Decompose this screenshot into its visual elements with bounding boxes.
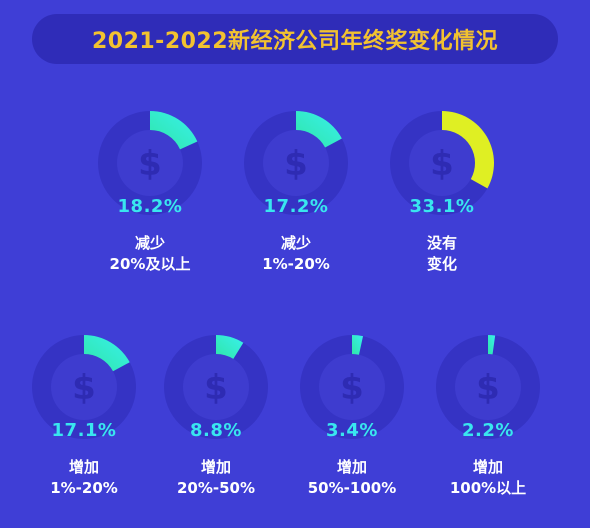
- donut-1: $: [98, 111, 202, 215]
- donut-segment: [150, 111, 198, 150]
- donut-category-label: 减少 1%-20%: [231, 233, 361, 275]
- donut-percent-label: 8.8%: [190, 420, 242, 441]
- donut-segment: [84, 335, 130, 372]
- donut-2: $: [244, 111, 348, 215]
- donut-segment: [216, 335, 244, 359]
- donut-category-label: 增加 50%-100%: [287, 457, 417, 499]
- donut-7: $: [436, 335, 540, 439]
- dollar-icon: $: [340, 368, 364, 408]
- dollar-icon: $: [138, 144, 162, 184]
- category-line-2: 1%-20%: [50, 479, 118, 497]
- category-line-2: 50%-100%: [307, 479, 397, 497]
- category-line-1: 增加: [336, 458, 367, 476]
- dollar-icon: $: [476, 368, 500, 408]
- dollar-icon: $: [72, 368, 96, 408]
- donut-percent-label: 18.2%: [117, 196, 183, 217]
- donut-category-label: 没有 变化: [377, 233, 507, 275]
- donut-hole: [183, 354, 249, 420]
- donut-category-label: 增加 100%以上: [423, 457, 553, 499]
- category-line-2: 100%以上: [449, 479, 527, 497]
- donut-4: $: [32, 335, 136, 439]
- category-line-1: 减少: [134, 234, 165, 252]
- category-line-1: 增加: [68, 458, 99, 476]
- category-line-1: 没有: [426, 234, 457, 252]
- donut-hole: [51, 354, 117, 420]
- donut-5: $: [164, 335, 268, 439]
- donut-hole: [409, 130, 475, 196]
- category-line-2: 20%及以上: [109, 255, 191, 273]
- donut-percent-label: 17.1%: [51, 420, 117, 441]
- donut-hole: [455, 354, 521, 420]
- category-line-2: 1%-20%: [262, 255, 330, 273]
- dollar-icon: $: [284, 144, 308, 184]
- donut-percent-label: 3.4%: [326, 420, 378, 441]
- donut-segment: [296, 111, 342, 148]
- category-line-1: 减少: [280, 234, 311, 252]
- category-line-1: 增加: [200, 458, 231, 476]
- chart-title: 2021-2022新经济公司年终奖变化情况: [32, 14, 558, 64]
- donut-segment: [352, 335, 364, 355]
- donut-hole: [263, 130, 329, 196]
- dollar-icon: $: [204, 368, 228, 408]
- donut-percent-label: 33.1%: [409, 196, 475, 217]
- donut-percent-label: 2.2%: [462, 420, 514, 441]
- dollar-icon: $: [430, 144, 454, 184]
- category-line-2: 20%-50%: [176, 479, 256, 497]
- donut-category-label: 减少 20%及以上: [85, 233, 215, 275]
- category-line-2: 变化: [426, 255, 457, 273]
- category-line-1: 增加: [472, 458, 503, 476]
- donut-segment: [488, 335, 496, 355]
- donut-segment: [442, 111, 494, 189]
- donut-percent-label: 17.2%: [263, 196, 329, 217]
- donut-3: $: [390, 111, 494, 215]
- donut-hole: [117, 130, 183, 196]
- donut-category-label: 增加 20%-50%: [151, 457, 281, 499]
- donut-6: $: [300, 335, 404, 439]
- donut-category-label: 增加 1%-20%: [19, 457, 149, 499]
- donut-hole: [319, 354, 385, 420]
